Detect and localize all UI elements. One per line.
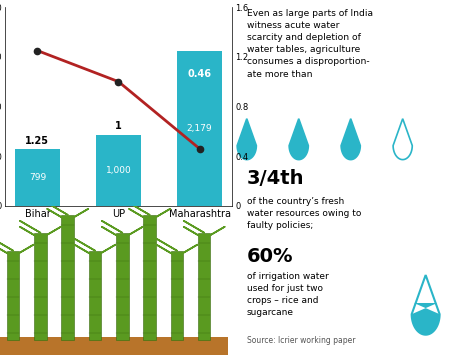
Bar (96, 135, 141, 206)
Text: 1: 1 (115, 121, 122, 131)
Text: 2,179: 2,179 (187, 124, 212, 133)
Bar (7, 251, 19, 340)
Bar (198, 233, 210, 340)
Text: 3/4th: 3/4th (247, 169, 304, 188)
Text: 60%: 60% (247, 247, 293, 266)
Bar (116, 233, 128, 340)
Text: 799: 799 (29, 173, 46, 182)
Bar (143, 215, 156, 340)
Bar (15, 149, 60, 206)
Text: 1,000: 1,000 (106, 166, 131, 175)
Text: Source: Icrier working paper: Source: Icrier working paper (247, 336, 356, 345)
Bar (62, 215, 74, 340)
Polygon shape (237, 119, 256, 160)
Bar (177, 51, 222, 206)
Polygon shape (289, 119, 308, 160)
Text: 0.46: 0.46 (188, 69, 211, 79)
Text: of irrigation water
used for just two
crops – rice and
sugarcane: of irrigation water used for just two cr… (247, 272, 328, 317)
Bar (34, 233, 46, 340)
Polygon shape (412, 303, 439, 335)
Text: 1.25: 1.25 (26, 136, 49, 146)
Text: Even as large parts of India
witness acute water
scarcity and depletion of
water: Even as large parts of India witness acu… (247, 9, 373, 78)
Polygon shape (412, 275, 439, 335)
Bar (89, 251, 101, 340)
Bar (0, 337, 228, 355)
Bar (171, 251, 183, 340)
Polygon shape (393, 119, 412, 160)
Polygon shape (341, 119, 360, 160)
Text: of the country’s fresh
water resources owing to
faulty policies;: of the country’s fresh water resources o… (247, 197, 361, 230)
